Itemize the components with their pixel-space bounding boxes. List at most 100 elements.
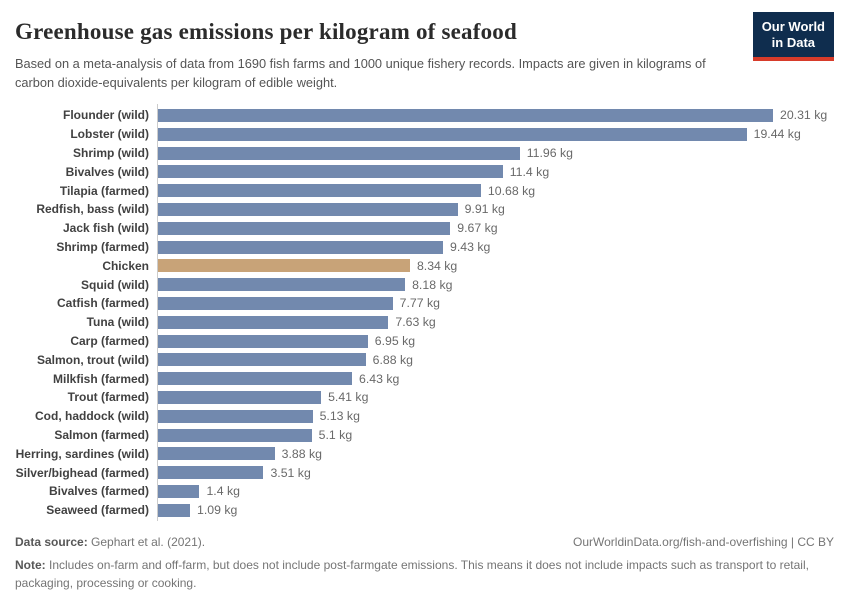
bar-cell: 3.51 kg: [157, 463, 834, 482]
value-label: 6.95 kg: [374, 334, 416, 349]
citation-link[interactable]: OurWorldinData.org/fish-and-overfishing …: [573, 534, 834, 549]
bar-cell: 8.18 kg: [157, 275, 834, 294]
bar[interactable]: [157, 372, 353, 386]
bar-rows: Flounder (wild) 20.31 kg Lobster (wild) …: [15, 106, 834, 520]
bar-row: Squid (wild) 8.18 kg: [15, 275, 834, 294]
category-label: Silver/bighead (farmed): [15, 465, 149, 480]
y-axis-line: [157, 104, 158, 521]
bar-cell: 1.4 kg: [157, 482, 834, 501]
bar-row: Carp (farmed) 6.95 kg: [15, 332, 834, 351]
category-label: Bivalves (farmed): [48, 484, 149, 499]
bar[interactable]: [157, 202, 458, 216]
bar[interactable]: [157, 353, 366, 367]
bar-cell: 3.88 kg: [157, 444, 834, 463]
bar-cell: 7.77 kg: [157, 294, 834, 313]
bar-row: Flounder (wild) 20.31 kg: [15, 106, 834, 125]
bar-cell: 9.91 kg: [157, 200, 834, 219]
category-label: Jack fish (wild): [62, 221, 149, 236]
bar-row: Bivalves (farmed) 1.4 kg: [15, 482, 834, 501]
value-label: 8.18 kg: [412, 277, 453, 292]
value-label: 5.1 kg: [318, 428, 353, 443]
value-label: 6.43 kg: [359, 371, 400, 386]
bar-cell: 9.67 kg: [157, 219, 834, 238]
bar-row: Tuna (wild) 7.63 kg: [15, 313, 834, 332]
bar[interactable]: [157, 484, 200, 498]
bar[interactable]: [157, 165, 503, 179]
bar-cell: 5.1 kg: [157, 426, 834, 445]
bar[interactable]: [157, 221, 451, 235]
bar-cell: 9.43 kg: [157, 238, 834, 257]
bar-cell: 19.44 kg: [157, 125, 834, 144]
owid-logo: Our World in Data: [752, 12, 834, 61]
footnote-text: Includes on-farm and off-farm, but does …: [15, 557, 809, 590]
bar[interactable]: [157, 108, 773, 122]
category-label: Chicken: [102, 258, 149, 273]
bar[interactable]: [157, 278, 406, 292]
bar[interactable]: [157, 146, 520, 160]
value-label: 8.34 kg: [416, 258, 458, 273]
bar-row: Seaweed (farmed) 1.09 kg: [15, 501, 834, 520]
category-label: Shrimp (wild): [73, 146, 149, 161]
value-label: 9.43 kg: [450, 240, 491, 255]
category-label: Salmon, trout (wild): [37, 352, 149, 367]
bar[interactable]: [157, 184, 481, 198]
bar[interactable]: [157, 409, 313, 423]
bar-cell: 1.09 kg: [157, 501, 834, 520]
value-label: 11.96 kg: [526, 146, 573, 161]
value-label: 7.77 kg: [399, 296, 440, 311]
bar-row: Silver/bighead (farmed) 3.51 kg: [15, 463, 834, 482]
value-label: 5.13 kg: [319, 409, 360, 424]
header-text: Greenhouse gas emissions per kilogram of…: [15, 12, 727, 92]
value-label: 19.44 kg: [753, 127, 801, 142]
bar-cell: 5.13 kg: [157, 407, 834, 426]
category-label: Catfish (farmed): [56, 296, 149, 311]
category-label: Trout (farmed): [67, 390, 149, 405]
bar-cell: 11.4 kg: [157, 162, 834, 181]
value-label: 11.4 kg: [509, 164, 550, 179]
bar[interactable]: [157, 296, 393, 310]
category-label: Tuna (wild): [86, 315, 149, 330]
bar-row: Chicken 8.34 kg: [15, 256, 834, 275]
bar-row: Jack fish (wild) 9.67 kg: [15, 219, 834, 238]
bar-cell: 5.41 kg: [157, 388, 834, 407]
value-label: 9.91 kg: [464, 202, 505, 217]
bar[interactable]: [157, 259, 410, 273]
value-label: 9.67 kg: [457, 221, 498, 236]
bar-row: Salmon (farmed) 5.1 kg: [15, 426, 834, 445]
data-source-text: Gephart et al. (2021).: [87, 534, 206, 549]
chart-header: Greenhouse gas emissions per kilogram of…: [15, 12, 834, 92]
bar-cell: 7.63 kg: [157, 313, 834, 332]
bar[interactable]: [157, 334, 368, 348]
category-label: Herring, sardines (wild): [15, 446, 149, 461]
bar-row: Shrimp (wild) 11.96 kg: [15, 144, 834, 163]
value-label: 7.63 kg: [395, 315, 436, 330]
bar-cell: 11.96 kg: [157, 144, 834, 163]
bar[interactable]: [157, 240, 443, 254]
chart-footer: Data source: Gephart et al. (2021). OurW…: [15, 535, 834, 592]
data-source-label: Data source:: [15, 534, 88, 549]
bar[interactable]: [157, 447, 275, 461]
bar[interactable]: [157, 503, 191, 517]
category-label: Redfish, bass (wild): [36, 202, 149, 217]
category-label: Salmon (farmed): [54, 428, 149, 443]
category-label: Flounder (wild): [63, 108, 149, 123]
bar-row: Bivalves (wild) 11.4 kg: [15, 162, 834, 181]
value-label: 5.41 kg: [328, 390, 369, 405]
category-label: Cod, haddock (wild): [35, 409, 149, 424]
bar[interactable]: [157, 127, 747, 141]
category-label: Milkfish (farmed): [52, 371, 149, 386]
owid-logo-line2: in Data: [771, 35, 816, 51]
bar[interactable]: [157, 466, 264, 480]
category-label: Squid (wild): [81, 277, 149, 292]
value-label: 6.88 kg: [372, 352, 413, 367]
bar[interactable]: [157, 428, 312, 442]
bar[interactable]: [157, 390, 322, 404]
bar-row: Catfish (farmed) 7.77 kg: [15, 294, 834, 313]
value-label: 1.4 kg: [206, 484, 240, 499]
bar-cell: 6.43 kg: [157, 369, 834, 388]
bar-cell: 8.34 kg: [157, 256, 834, 275]
footnote-label: Note:: [15, 557, 46, 572]
category-label: Carp (farmed): [70, 334, 149, 349]
bar[interactable]: [157, 315, 389, 329]
